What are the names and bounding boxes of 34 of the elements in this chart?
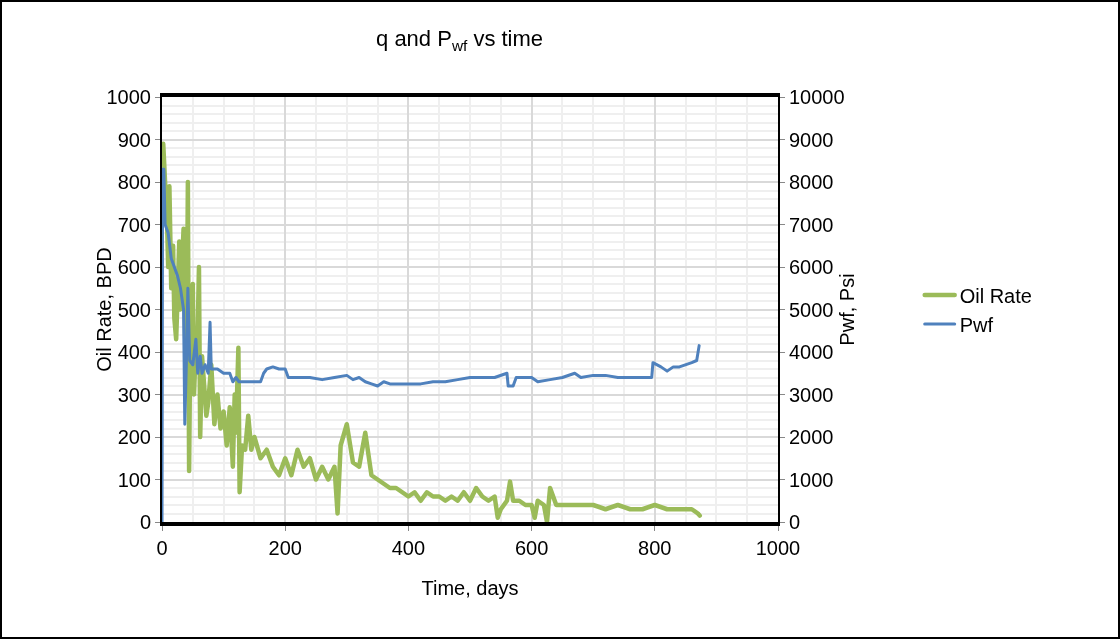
y2-tick-label: 8000 — [789, 171, 834, 193]
y-tick-label: 200 — [117, 426, 151, 448]
y-tick-label: 900 — [117, 128, 151, 151]
y-tick-label: 800 — [117, 171, 151, 193]
y2-tick-label: 3000 — [789, 383, 834, 406]
y2-tick-label: 1000 — [789, 468, 834, 491]
y2-tick-label: 10000 — [789, 86, 845, 108]
x-axis-title: Time, days — [421, 577, 519, 599]
y2-tick-label: 6000 — [789, 256, 834, 278]
y2-axis-title: Pwf, Psi — [835, 273, 858, 346]
y2-tick-label: 7000 — [789, 213, 834, 236]
y2-tick-label: 9000 — [789, 128, 834, 151]
y-tick-label: 0 — [139, 511, 151, 533]
x-tick-label: 200 — [268, 537, 302, 559]
legend-label: Oil Rate — [959, 284, 1032, 307]
chart-title: q and P$_{wf}$ vs time — [376, 25, 544, 54]
x-tick-label: 1000 — [755, 537, 801, 559]
y-axis-title: Oil Rate, BPD — [93, 247, 115, 372]
x-tick-label: 0 — [156, 537, 168, 559]
x-tick-label: 600 — [514, 537, 549, 559]
y-tick-label: 300 — [117, 383, 151, 406]
y2-tick-label: 0 — [789, 511, 801, 533]
legend-label: Pwf — [959, 313, 994, 336]
y-tick-label: 600 — [117, 256, 151, 278]
x-tick-label: 400 — [391, 537, 426, 559]
y2-tick-label: 4000 — [789, 341, 834, 363]
y-tick-label: 700 — [117, 213, 151, 236]
y-tick-label: 400 — [117, 341, 151, 363]
y2-tick-label: 2000 — [789, 426, 834, 448]
y-tick-label: 1000 — [106, 86, 151, 108]
y-tick-label: 500 — [117, 298, 151, 321]
y-tick-label: 100 — [117, 468, 151, 491]
x-tick-label: 800 — [638, 537, 672, 559]
y2-tick-label: 5000 — [789, 298, 834, 321]
